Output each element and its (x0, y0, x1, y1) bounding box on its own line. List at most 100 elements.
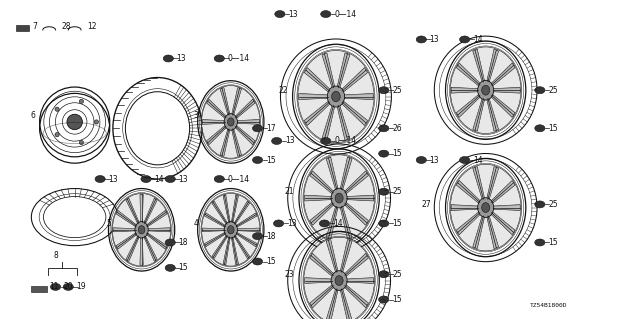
Polygon shape (220, 129, 230, 156)
Polygon shape (340, 288, 352, 320)
Text: 6: 6 (30, 111, 35, 120)
Ellipse shape (202, 86, 260, 158)
Ellipse shape (163, 55, 173, 62)
Ellipse shape (535, 201, 545, 208)
Ellipse shape (416, 36, 426, 43)
Ellipse shape (331, 188, 347, 208)
Text: 15: 15 (266, 257, 275, 266)
Polygon shape (236, 213, 257, 228)
Text: 22: 22 (278, 86, 288, 95)
Ellipse shape (79, 140, 83, 145)
Text: 15: 15 (548, 124, 557, 133)
Polygon shape (237, 228, 259, 232)
Text: 12: 12 (88, 22, 97, 31)
Text: 13: 13 (177, 54, 186, 63)
Ellipse shape (214, 55, 225, 62)
Ellipse shape (94, 120, 99, 124)
Ellipse shape (165, 176, 175, 182)
Ellipse shape (332, 91, 340, 102)
Text: 23: 23 (285, 270, 294, 279)
Polygon shape (322, 53, 335, 88)
Polygon shape (486, 215, 499, 249)
Text: 15: 15 (179, 263, 188, 272)
Text: 25: 25 (392, 270, 402, 279)
Ellipse shape (63, 284, 74, 290)
Polygon shape (232, 237, 239, 265)
Ellipse shape (79, 99, 83, 103)
Polygon shape (337, 53, 350, 88)
Text: 3: 3 (194, 111, 198, 120)
Text: 15: 15 (392, 219, 402, 228)
Polygon shape (340, 206, 352, 239)
Ellipse shape (379, 150, 389, 157)
Ellipse shape (416, 156, 426, 164)
Ellipse shape (67, 114, 83, 130)
Text: 8: 8 (54, 251, 58, 260)
Polygon shape (341, 101, 367, 125)
Text: 7: 7 (32, 22, 37, 31)
Polygon shape (235, 99, 255, 119)
Polygon shape (326, 288, 338, 320)
Text: 25: 25 (548, 86, 557, 95)
Ellipse shape (327, 86, 344, 107)
Ellipse shape (135, 221, 148, 238)
Polygon shape (491, 212, 515, 235)
Ellipse shape (319, 220, 330, 227)
Ellipse shape (273, 220, 284, 227)
Polygon shape (140, 194, 143, 222)
Polygon shape (234, 201, 250, 225)
Polygon shape (305, 101, 330, 125)
Polygon shape (341, 68, 367, 92)
Polygon shape (235, 125, 255, 145)
Polygon shape (202, 228, 225, 232)
Text: 13: 13 (429, 35, 439, 44)
Ellipse shape (535, 125, 545, 132)
Ellipse shape (304, 155, 374, 241)
Ellipse shape (138, 226, 145, 234)
Text: 0—14: 0—14 (228, 54, 250, 63)
Text: 25: 25 (392, 86, 402, 95)
Text: 13: 13 (429, 156, 439, 164)
Text: 14: 14 (333, 219, 342, 228)
Text: 13: 13 (108, 174, 118, 184)
Ellipse shape (275, 11, 285, 18)
Polygon shape (473, 49, 484, 82)
Polygon shape (147, 228, 170, 232)
Text: 25: 25 (392, 187, 402, 196)
Text: 15: 15 (266, 156, 275, 164)
Polygon shape (486, 98, 499, 131)
Polygon shape (223, 195, 230, 223)
Text: 0—14: 0—14 (228, 174, 250, 184)
Polygon shape (344, 284, 369, 308)
Text: 13: 13 (288, 10, 298, 19)
Ellipse shape (252, 156, 262, 164)
Ellipse shape (165, 264, 175, 271)
Polygon shape (344, 93, 373, 100)
Polygon shape (456, 180, 481, 204)
Text: 15: 15 (392, 149, 402, 158)
Polygon shape (147, 233, 167, 249)
Ellipse shape (141, 176, 151, 182)
Polygon shape (220, 88, 230, 116)
Polygon shape (473, 167, 484, 200)
Polygon shape (126, 236, 140, 261)
Polygon shape (491, 63, 515, 86)
Polygon shape (116, 210, 137, 227)
Polygon shape (486, 167, 499, 200)
Polygon shape (236, 232, 257, 247)
Ellipse shape (271, 138, 282, 144)
Polygon shape (493, 87, 520, 93)
Polygon shape (456, 212, 481, 235)
Ellipse shape (477, 80, 493, 100)
Ellipse shape (55, 132, 59, 137)
Ellipse shape (252, 258, 262, 265)
Ellipse shape (298, 51, 374, 143)
Polygon shape (344, 171, 369, 194)
Ellipse shape (95, 176, 105, 182)
Text: 27: 27 (422, 200, 431, 209)
Polygon shape (456, 94, 481, 117)
Polygon shape (344, 202, 369, 225)
Text: 15: 15 (548, 238, 557, 247)
Text: 4: 4 (194, 219, 198, 228)
Ellipse shape (321, 11, 331, 18)
